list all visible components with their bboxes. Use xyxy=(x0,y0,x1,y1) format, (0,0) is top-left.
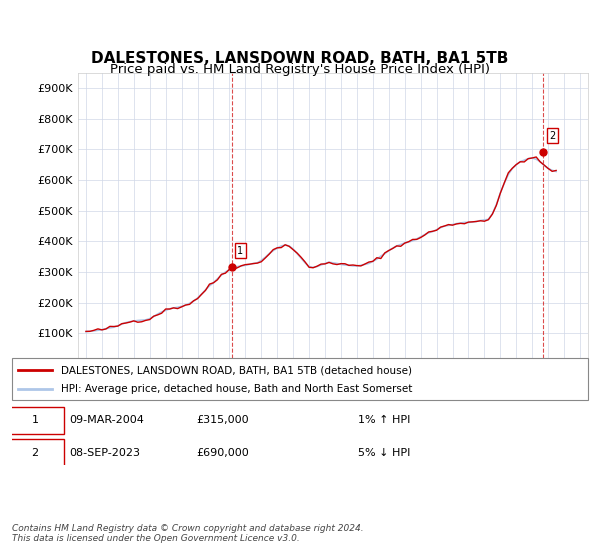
FancyBboxPatch shape xyxy=(6,439,64,466)
Text: 1: 1 xyxy=(32,416,38,426)
FancyBboxPatch shape xyxy=(12,358,588,400)
Text: 1% ↑ HPI: 1% ↑ HPI xyxy=(358,416,410,426)
Text: 1: 1 xyxy=(237,246,243,256)
Text: Price paid vs. HM Land Registry's House Price Index (HPI): Price paid vs. HM Land Registry's House … xyxy=(110,63,490,77)
Text: HPI: Average price, detached house, Bath and North East Somerset: HPI: Average price, detached house, Bath… xyxy=(61,384,412,394)
Text: 2: 2 xyxy=(549,130,556,141)
Text: DALESTONES, LANSDOWN ROAD, BATH, BA1 5TB (detached house): DALESTONES, LANSDOWN ROAD, BATH, BA1 5TB… xyxy=(61,365,412,375)
Text: 09-MAR-2004: 09-MAR-2004 xyxy=(70,416,145,426)
FancyBboxPatch shape xyxy=(6,407,64,434)
Text: Contains HM Land Registry data © Crown copyright and database right 2024.
This d: Contains HM Land Registry data © Crown c… xyxy=(12,524,364,543)
Text: 2: 2 xyxy=(31,447,38,458)
Text: 08-SEP-2023: 08-SEP-2023 xyxy=(70,447,140,458)
Text: 5% ↓ HPI: 5% ↓ HPI xyxy=(358,447,410,458)
Text: DALESTONES, LANSDOWN ROAD, BATH, BA1 5TB: DALESTONES, LANSDOWN ROAD, BATH, BA1 5TB xyxy=(91,52,509,66)
Text: £315,000: £315,000 xyxy=(196,416,249,426)
Text: £690,000: £690,000 xyxy=(196,447,249,458)
